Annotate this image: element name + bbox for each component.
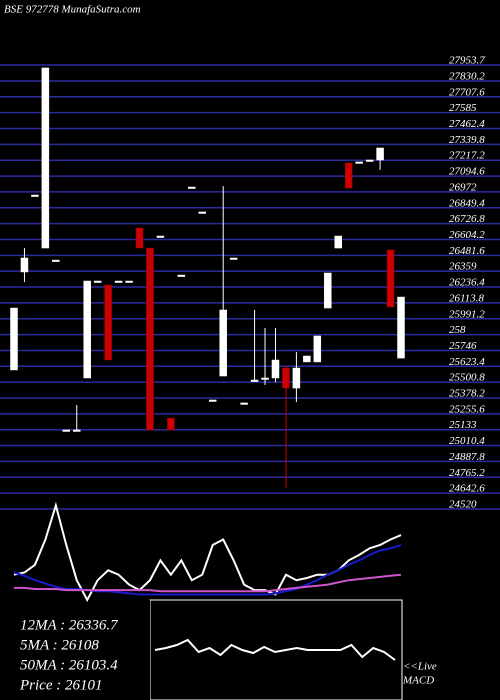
candle-body xyxy=(167,417,175,431)
candle-body xyxy=(292,367,301,389)
y-tick-label: 24887.8 xyxy=(449,451,485,463)
candle-body xyxy=(188,186,196,189)
candle-body xyxy=(125,280,133,283)
candle-body xyxy=(271,359,280,379)
y-tick-label: 25991.2 xyxy=(449,308,485,320)
y-tick-label: 25010.4 xyxy=(449,435,485,447)
indicator-line xyxy=(154,638,396,661)
y-tick-label: 27707.6 xyxy=(449,86,485,98)
y-tick-label: 27094.6 xyxy=(449,166,485,178)
y-tick-label: 24642.6 xyxy=(449,483,485,495)
candle-body xyxy=(219,309,227,377)
candle-body xyxy=(334,235,342,249)
stat-label: 5MA : 26108 xyxy=(20,637,99,653)
y-tick-label: 26236.4 xyxy=(449,277,485,289)
candle-body xyxy=(261,377,269,380)
candle-body xyxy=(10,307,18,371)
candle-body xyxy=(240,402,248,405)
stat-label: 12MA : 26336.7 xyxy=(20,617,119,633)
macd-box xyxy=(149,599,403,700)
candle-body xyxy=(41,67,50,249)
y-tick-label: 258 xyxy=(449,324,466,336)
y-tick-label: 25746 xyxy=(449,340,477,352)
candle-body xyxy=(250,379,259,382)
y-tick-label: 27339.8 xyxy=(449,134,485,146)
y-tick-label: 26972 xyxy=(449,181,477,193)
candle-body xyxy=(114,280,123,283)
y-tick-label: 26481.6 xyxy=(449,245,485,257)
candle-body xyxy=(31,194,39,197)
y-tick-label: 26113.8 xyxy=(449,292,484,304)
candle-body xyxy=(303,355,311,363)
candle-body xyxy=(62,429,71,432)
candle-body xyxy=(83,280,91,379)
candle-body xyxy=(198,211,207,214)
candle-body xyxy=(208,399,217,402)
candle-body xyxy=(229,257,238,260)
candle-body xyxy=(313,335,322,363)
candle-body xyxy=(397,296,405,359)
candle-body xyxy=(324,272,332,309)
candle-body xyxy=(52,259,60,262)
y-tick-label: 25133 xyxy=(449,419,477,431)
indicator-line xyxy=(13,501,402,603)
y-tick-label: 26726.8 xyxy=(449,213,485,225)
annotation: MACD xyxy=(402,675,434,687)
stats-box xyxy=(0,600,150,700)
y-tick-label: 26604.2 xyxy=(449,229,485,241)
candle-body xyxy=(104,284,112,361)
y-tick-label: 25500.8 xyxy=(449,372,485,384)
y-tick-label: 27585 xyxy=(449,102,477,114)
y-tick-label: 25378.2 xyxy=(449,388,485,400)
indicator-line xyxy=(14,573,402,593)
stat-label: 50MA : 26103.4 xyxy=(20,657,118,673)
stat-label: Price : 26101 xyxy=(19,677,102,693)
candle-body xyxy=(73,429,81,432)
y-tick-label: 27953.7 xyxy=(449,55,485,67)
y-tick-label: 24765.2 xyxy=(449,467,485,479)
y-tick-label: 25255.6 xyxy=(449,403,485,415)
y-tick-label: 27217.2 xyxy=(449,150,485,162)
candle-body xyxy=(177,274,186,277)
candle-body xyxy=(146,247,154,431)
candle-body xyxy=(386,249,395,308)
y-tick-label: 27830.2 xyxy=(449,70,485,82)
page-title: BSE 972778 MunafaSutra.com xyxy=(4,4,141,16)
indicator-line xyxy=(13,544,402,596)
y-tick-label: 27462.4 xyxy=(449,118,485,130)
y-tick-label: 26359 xyxy=(449,261,477,273)
candle-body xyxy=(355,161,363,164)
annotation: <<Live xyxy=(403,661,437,673)
y-tick-label: 24520 xyxy=(449,498,477,510)
y-tick-label: 25623.4 xyxy=(449,356,485,368)
candle-body xyxy=(20,257,29,273)
candle-body xyxy=(282,367,290,389)
candle-body xyxy=(365,159,374,162)
y-tick-label: 26849.4 xyxy=(449,197,485,209)
candle-body xyxy=(344,162,353,189)
candle-body xyxy=(376,147,384,161)
candle-body xyxy=(93,280,102,283)
candle-body xyxy=(156,235,165,238)
candle-body xyxy=(135,227,144,249)
